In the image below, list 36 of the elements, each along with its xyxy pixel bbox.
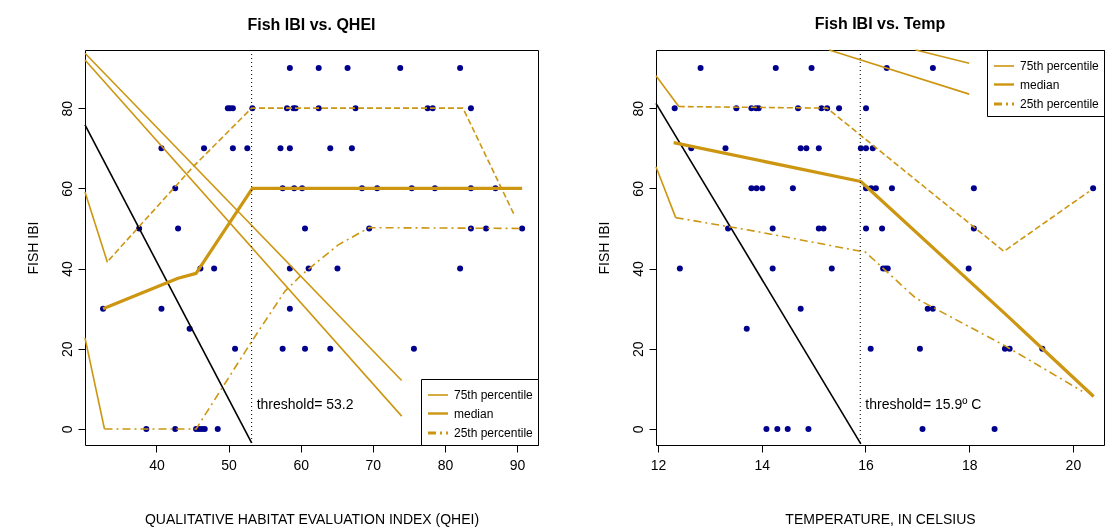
x-tick-label: 16 — [858, 456, 874, 473]
x-tick-label: 60 — [293, 456, 310, 473]
y-tick-label: 0 — [58, 425, 75, 434]
legend-label: 75th percentile — [454, 388, 534, 402]
y-tick-label: 40 — [58, 261, 75, 277]
x-tick-label: 18 — [961, 456, 978, 473]
x-axis-title: TEMPERATURE, IN CELSIUS — [785, 510, 976, 527]
y-axis-title: FISH IBI — [595, 221, 612, 275]
line-series — [672, 141, 1096, 399]
x-tick-label: 50 — [221, 456, 238, 473]
y-tick-label: 0 — [629, 425, 646, 434]
y-tick-label: 20 — [629, 341, 646, 358]
ref-line-label: threshold= 15.9º C — [865, 396, 982, 412]
x-tick-label: 12 — [650, 456, 667, 473]
legend-label: 25th percentile — [454, 426, 534, 440]
y-tick-label: 40 — [629, 261, 646, 277]
y-axis-title: FISH IBI — [24, 221, 41, 275]
legend-label: 25th percentile — [1020, 97, 1100, 111]
chart-title: Fish IBI vs. QHEI — [247, 15, 376, 33]
ref-line-label: threshold= 53.2 — [256, 396, 354, 412]
x-axis-title: QUALITATIVE HABITAT EVALUATION INDEX (QHEI) — [144, 510, 480, 527]
chart-title: Fish IBI vs. Temp — [814, 15, 946, 33]
y-tick-label: 80 — [58, 100, 75, 117]
legend-label: median — [1020, 77, 1060, 92]
x-tick-label: 80 — [437, 456, 454, 473]
y-tick-label: 60 — [629, 180, 646, 197]
x-tick-label: 14 — [754, 456, 771, 473]
x-tick-label: 40 — [149, 456, 165, 473]
x-tick-label: 70 — [365, 456, 382, 473]
y-tick-label: 20 — [58, 341, 75, 358]
x-tick-label: 90 — [509, 456, 526, 473]
legend-label: 75th percentile — [1020, 59, 1100, 73]
x-tick-label: 20 — [1065, 456, 1082, 473]
y-tick-label: 60 — [58, 180, 75, 197]
legend-label: median — [454, 406, 494, 421]
y-tick-label: 80 — [629, 100, 646, 117]
